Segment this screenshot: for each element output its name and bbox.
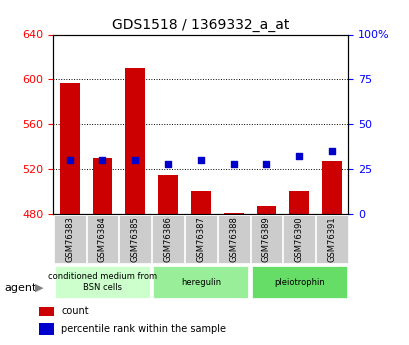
Point [99, 157, 106, 163]
Bar [92, 158, 112, 214]
FancyBboxPatch shape [184, 215, 216, 263]
Point [328, 148, 335, 154]
Text: GSM76390: GSM76390 [294, 216, 303, 262]
Bar [158, 175, 178, 214]
FancyBboxPatch shape [217, 215, 249, 263]
Bar [223, 213, 243, 214]
Text: GSM76387: GSM76387 [196, 216, 205, 262]
Bar [289, 191, 308, 214]
Point [132, 157, 138, 163]
Bar [39, 304, 54, 316]
Point [66, 157, 73, 163]
FancyBboxPatch shape [251, 266, 346, 298]
FancyBboxPatch shape [119, 215, 151, 263]
FancyBboxPatch shape [54, 215, 85, 263]
Text: GSM76391: GSM76391 [327, 216, 336, 262]
Bar [256, 206, 276, 214]
Text: GSM76389: GSM76389 [261, 216, 270, 262]
Text: heregulin: heregulin [180, 277, 220, 287]
Point [295, 154, 302, 159]
Point [197, 157, 204, 163]
Bar [60, 83, 79, 214]
Bar [39, 323, 54, 335]
Text: percentile rank within the sample: percentile rank within the sample [61, 325, 225, 334]
FancyBboxPatch shape [55, 266, 150, 298]
FancyBboxPatch shape [283, 215, 315, 263]
Text: conditioned medium from
BSN cells: conditioned medium from BSN cells [48, 272, 157, 292]
FancyBboxPatch shape [153, 266, 248, 298]
Text: GSM76388: GSM76388 [229, 216, 238, 262]
Point [164, 161, 171, 166]
Bar [321, 161, 341, 214]
Text: GSM76386: GSM76386 [163, 216, 172, 262]
Point [263, 161, 269, 166]
Text: agent: agent [4, 283, 36, 293]
FancyBboxPatch shape [152, 215, 184, 263]
Text: GSM76384: GSM76384 [98, 216, 107, 262]
Bar [125, 68, 145, 214]
Bar [191, 191, 210, 214]
Title: GDS1518 / 1369332_a_at: GDS1518 / 1369332_a_at [112, 18, 289, 32]
Text: GSM76383: GSM76383 [65, 216, 74, 262]
Text: ▶: ▶ [35, 283, 43, 293]
FancyBboxPatch shape [250, 215, 282, 263]
Point [230, 161, 236, 166]
Text: count: count [61, 306, 88, 315]
Text: pleiotrophin: pleiotrophin [273, 277, 324, 287]
FancyBboxPatch shape [86, 215, 118, 263]
FancyBboxPatch shape [315, 215, 347, 263]
Text: GSM76385: GSM76385 [130, 216, 139, 262]
